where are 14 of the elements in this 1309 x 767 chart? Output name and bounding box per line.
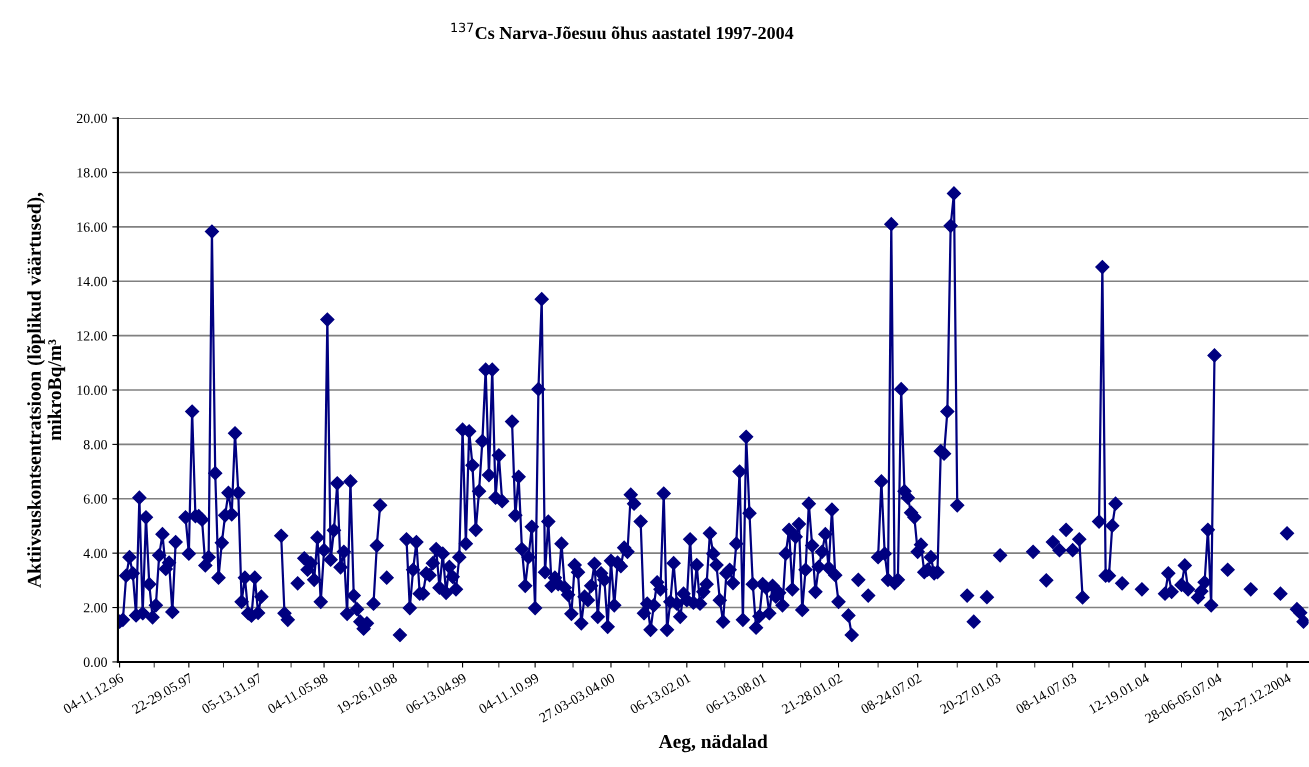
y-tick-label: 18.00 <box>77 168 107 178</box>
y-tick-label: 8.00 <box>83 439 107 450</box>
y-tick-label: 2.00 <box>83 603 107 613</box>
y-tick-label: 0.00 <box>83 657 107 667</box>
x-axis-title: Aeg, nädalad <box>658 734 768 753</box>
y-tick-label: 10.00 <box>77 385 107 396</box>
y-tick-label: 14.00 <box>77 276 107 287</box>
y-tick-label: 20.00 <box>76 113 107 124</box>
y-tick-label: 12.00 <box>77 331 107 341</box>
y-axis-title: Aktiivsuskontsentratsioon (lõplikud väärtused), mikroBq/m³ <box>27 192 66 588</box>
chart-title: $^{137}$Cs Narva-Jõesuu õhus aastatel 1997-2004 <box>451 22 794 40</box>
y-tick-label: 6.00 <box>83 494 107 504</box>
y-tick-label: 4.00 <box>83 548 107 559</box>
y-tick-label: 16.00 <box>77 222 107 232</box>
